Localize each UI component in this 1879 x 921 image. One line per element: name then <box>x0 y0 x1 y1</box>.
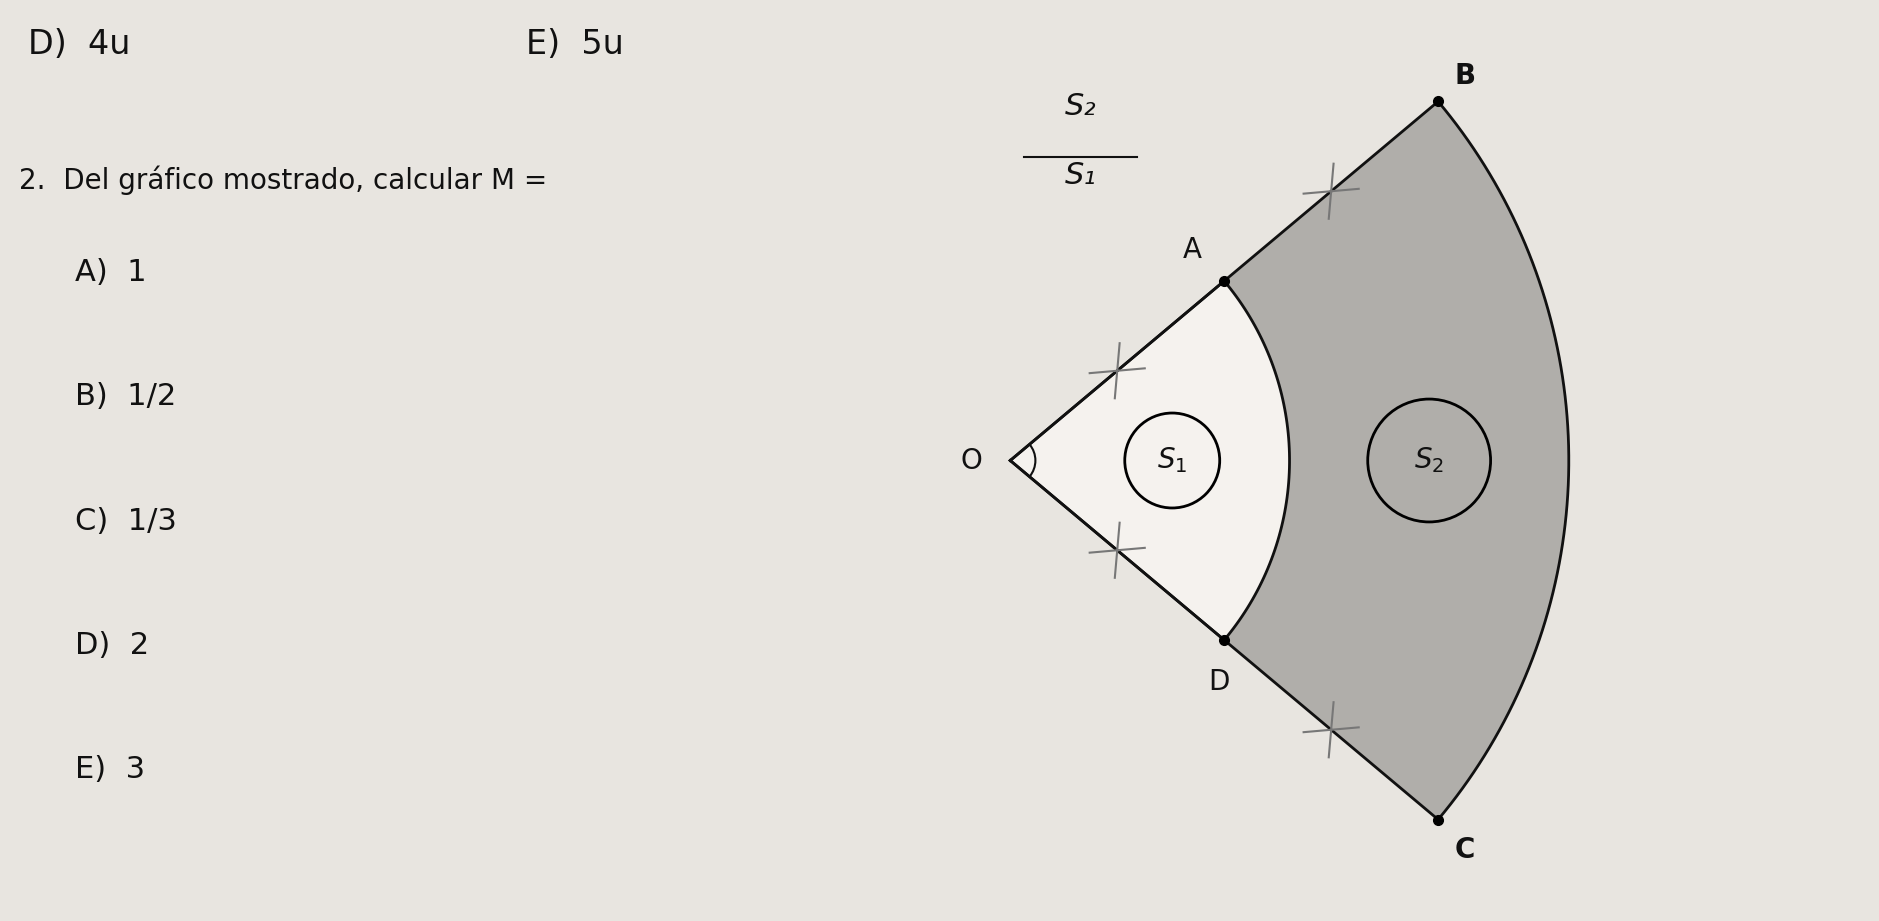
Text: E)  5u: E) 5u <box>526 28 624 61</box>
Text: C: C <box>1454 836 1475 864</box>
Polygon shape <box>1225 101 1569 820</box>
Text: O: O <box>960 447 983 474</box>
Text: A)  1: A) 1 <box>75 258 147 286</box>
Text: D: D <box>1208 668 1229 696</box>
Text: B)  1/2: B) 1/2 <box>75 382 177 411</box>
Text: B: B <box>1454 63 1477 90</box>
Text: S₁: S₁ <box>1065 161 1095 190</box>
Text: S₂: S₂ <box>1065 92 1095 121</box>
Text: $S_2$: $S_2$ <box>1415 446 1445 475</box>
Text: 2.  Del gráfico mostrado, calcular M =: 2. Del gráfico mostrado, calcular M = <box>19 166 547 195</box>
Text: C)  1/3: C) 1/3 <box>75 507 177 535</box>
Text: $S_1$: $S_1$ <box>1157 446 1188 475</box>
Text: A: A <box>1184 236 1203 264</box>
Text: E)  3: E) 3 <box>75 755 145 784</box>
Text: D)  2: D) 2 <box>75 631 148 659</box>
Text: D)  4u: D) 4u <box>28 28 130 61</box>
Polygon shape <box>1011 281 1289 640</box>
